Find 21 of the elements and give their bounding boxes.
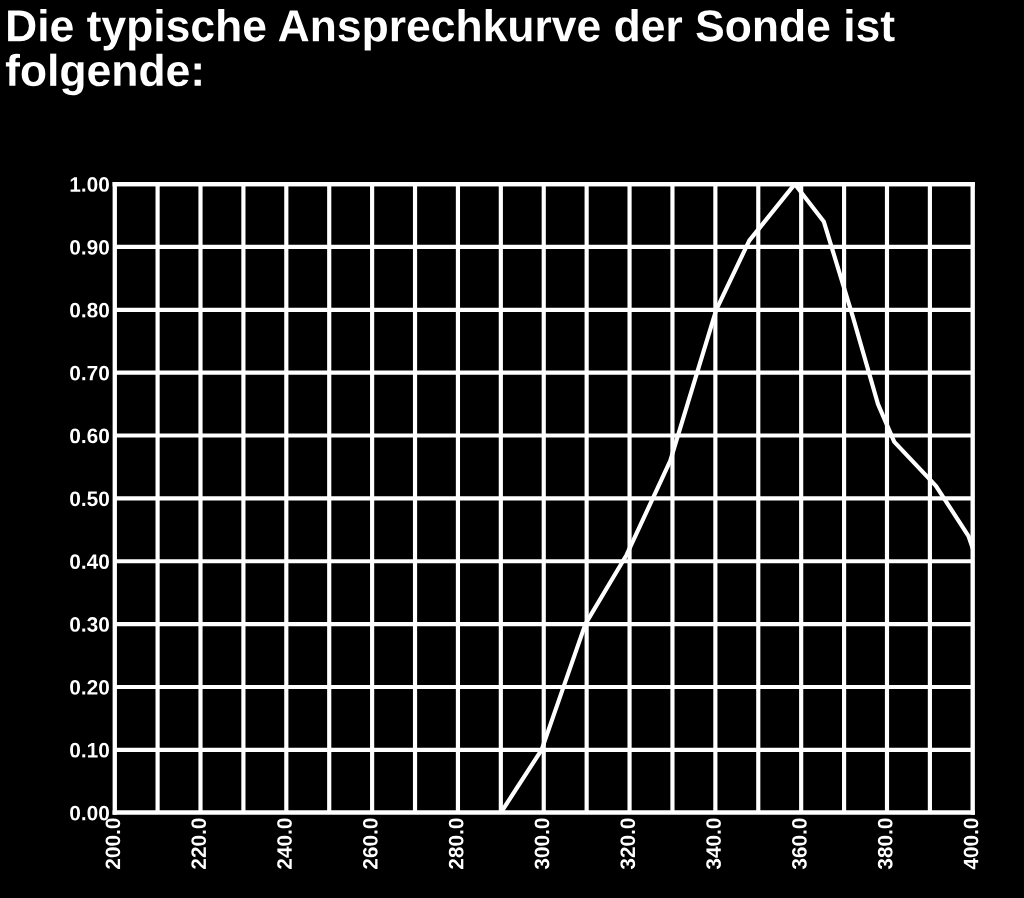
x-tick-label: 380.0 [877, 818, 893, 870]
y-tick-label: 1.00 [70, 177, 109, 192]
x-tick-label: 300.0 [534, 818, 550, 870]
x-tick-label: 280.0 [448, 818, 464, 869]
y-tick-label: 0.30 [70, 617, 109, 632]
y-tick-label: 0.10 [70, 742, 109, 758]
x-tick-label: 400.0 [963, 818, 979, 870]
y-tick-label: 0.40 [70, 554, 109, 569]
x-tick-label: 340.0 [706, 818, 721, 870]
x-tick-label: 360.0 [792, 818, 807, 870]
y-tick-label: 0.90 [70, 239, 109, 255]
x-tick-label: 220.0 [191, 818, 207, 869]
x-tick-label: 260.0 [362, 818, 378, 869]
y-tick-label: 0.20 [70, 679, 109, 695]
y-tick-label: 0.70 [70, 365, 109, 381]
x-tick-label: 240.0 [277, 818, 292, 869]
chart-title: Die typische Ansprechkurve der Sonde ist folgende: [5, 8, 895, 96]
y-tick-label: 0.50 [70, 491, 109, 507]
y-tick-label: 0.80 [70, 302, 109, 318]
y-tick-label: 0.60 [70, 428, 109, 444]
x-tick-label: 320.0 [620, 818, 636, 870]
